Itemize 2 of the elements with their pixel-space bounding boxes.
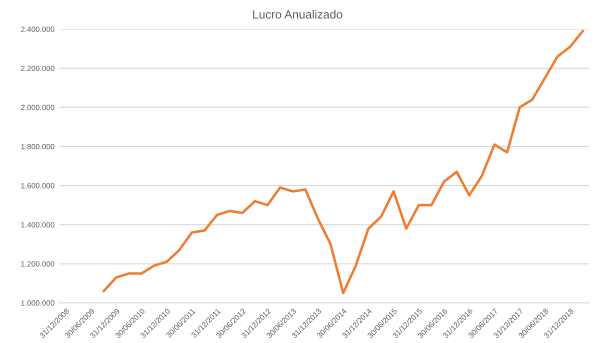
line-series [102,30,584,294]
chart-title: Lucro Anualizado [253,10,342,19]
